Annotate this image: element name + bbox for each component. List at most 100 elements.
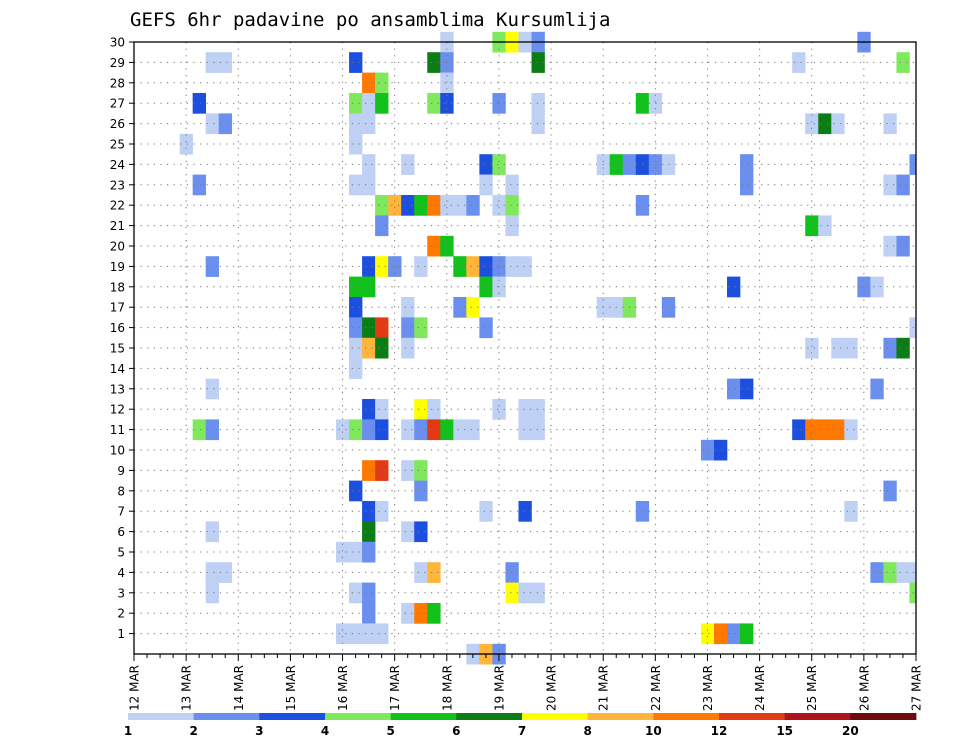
x-tick-label: 17 MAR	[388, 665, 402, 711]
y-tick-label: 20	[110, 240, 125, 254]
y-tick-label: 23	[110, 178, 125, 192]
heatmap-cell	[531, 113, 545, 135]
heatmap-cell	[427, 93, 441, 114]
heatmap-cell	[727, 623, 741, 645]
heatmap-cell	[427, 419, 441, 441]
heatmap-cell	[479, 317, 493, 339]
heatmap-cell	[440, 93, 454, 114]
plot-frame	[133, 41, 917, 655]
y-tick-label: 9	[117, 464, 125, 478]
heatmap-cell	[349, 113, 363, 135]
y-tick-label: 30	[110, 36, 125, 50]
heatmap-cell	[518, 582, 532, 604]
heatmap-cell	[896, 235, 910, 257]
heatmap-cell	[700, 439, 715, 461]
heatmap-cell	[218, 113, 233, 135]
heatmap-cell	[205, 582, 220, 604]
heatmap-cell	[492, 154, 506, 175]
heatmap-cell	[362, 93, 376, 114]
heatmap-cell	[349, 133, 363, 155]
heatmap-cell	[505, 195, 519, 216]
heatmap-cell	[896, 174, 910, 196]
heatmap-cell	[792, 52, 806, 73]
heatmap-cell	[205, 419, 220, 441]
heatmap-cell	[414, 317, 428, 339]
colorbar-label: 4	[321, 724, 329, 738]
y-tick-label: 16	[110, 321, 125, 335]
y-tick-label: 13	[110, 382, 125, 396]
heatmap-cell	[896, 52, 910, 73]
heatmap-cell	[349, 337, 363, 359]
heatmap-cell	[844, 501, 858, 522]
colorbar-swatch	[193, 713, 260, 720]
heatmap-cell	[453, 195, 467, 216]
y-tick-label: 26	[110, 117, 125, 131]
colorbar-swatch	[259, 713, 326, 720]
heatmap-cell	[505, 215, 519, 237]
heatmap-cell	[740, 154, 754, 175]
heatmap-cell	[349, 93, 363, 114]
heatmap-cell	[883, 562, 897, 583]
x-tick-label: 16 MAR	[336, 665, 350, 711]
heatmap-cell	[401, 603, 415, 624]
heatmap-cell	[479, 154, 493, 175]
heatmap-cell	[713, 623, 728, 645]
heatmap-cell	[375, 215, 389, 237]
colorbar-swatch	[522, 713, 589, 720]
heatmap-cell	[805, 337, 819, 359]
x-tick-label: 20 MAR	[545, 665, 559, 711]
heatmap-cell	[466, 419, 480, 441]
heatmap-cell	[831, 113, 845, 135]
heatmap-cell	[414, 460, 428, 481]
heatmap-cell	[661, 297, 676, 318]
heatmap-cell	[375, 399, 389, 420]
heatmap-cell	[505, 562, 519, 583]
heatmap-cell	[362, 317, 376, 339]
heatmap-cell	[518, 419, 532, 441]
heatmap-cell	[896, 337, 910, 359]
heatmap-cell	[531, 93, 545, 114]
heatmap-cell	[427, 235, 441, 257]
y-tick-label: 8	[117, 484, 125, 498]
heatmap-cell	[818, 113, 832, 135]
heatmap-cell	[453, 256, 467, 277]
heatmap-cell	[192, 93, 206, 114]
heatmap-cell	[466, 195, 480, 216]
y-tick-label: 24	[110, 158, 125, 172]
colorbar-swatch	[653, 713, 720, 720]
y-tick-label: 10	[110, 444, 125, 458]
heatmap-cell	[401, 297, 415, 318]
heatmap-cell	[205, 521, 220, 543]
colorbar-swatch	[784, 713, 851, 720]
heatmap-cell	[831, 419, 845, 441]
heatmap-cell	[427, 562, 441, 583]
heatmap-cell	[401, 195, 415, 216]
heatmap-cell	[414, 480, 428, 502]
y-axis: 1234567891011121314151617181920212223242…	[110, 36, 134, 641]
y-tick-label: 11	[110, 423, 125, 437]
heatmap-cell	[205, 378, 220, 400]
heatmap-cell	[479, 276, 493, 298]
x-tick-label: 21 MAR	[597, 665, 611, 711]
heatmap-cell	[414, 562, 428, 583]
x-axis: 12 MAR 13 MAR 14 MAR 15 MAR 16 MAR 17 MAR 18 M…	[128, 654, 924, 711]
heatmap-cell	[362, 174, 376, 196]
heatmap-cell	[401, 419, 415, 441]
y-tick-label: 14	[110, 362, 125, 376]
heatmap-cell	[375, 623, 389, 645]
heatmap-cell	[375, 337, 389, 359]
x-tick-label: 13 MAR	[180, 665, 194, 711]
heatmap-cell	[375, 256, 389, 277]
heatmap-cell	[414, 603, 428, 624]
colorbar-label: 10	[645, 724, 662, 738]
y-tick-label: 15	[110, 342, 125, 356]
heatmap-cell	[401, 337, 415, 359]
colorbar-label: 15	[776, 724, 793, 738]
heatmap-cell	[362, 419, 376, 441]
heatmap-cell	[362, 399, 376, 420]
heatmap-cell	[466, 256, 480, 277]
heatmap-cell	[440, 235, 454, 257]
heatmap-cell	[427, 399, 441, 420]
heatmap-cell	[205, 113, 220, 135]
heatmap-cell	[401, 154, 415, 175]
